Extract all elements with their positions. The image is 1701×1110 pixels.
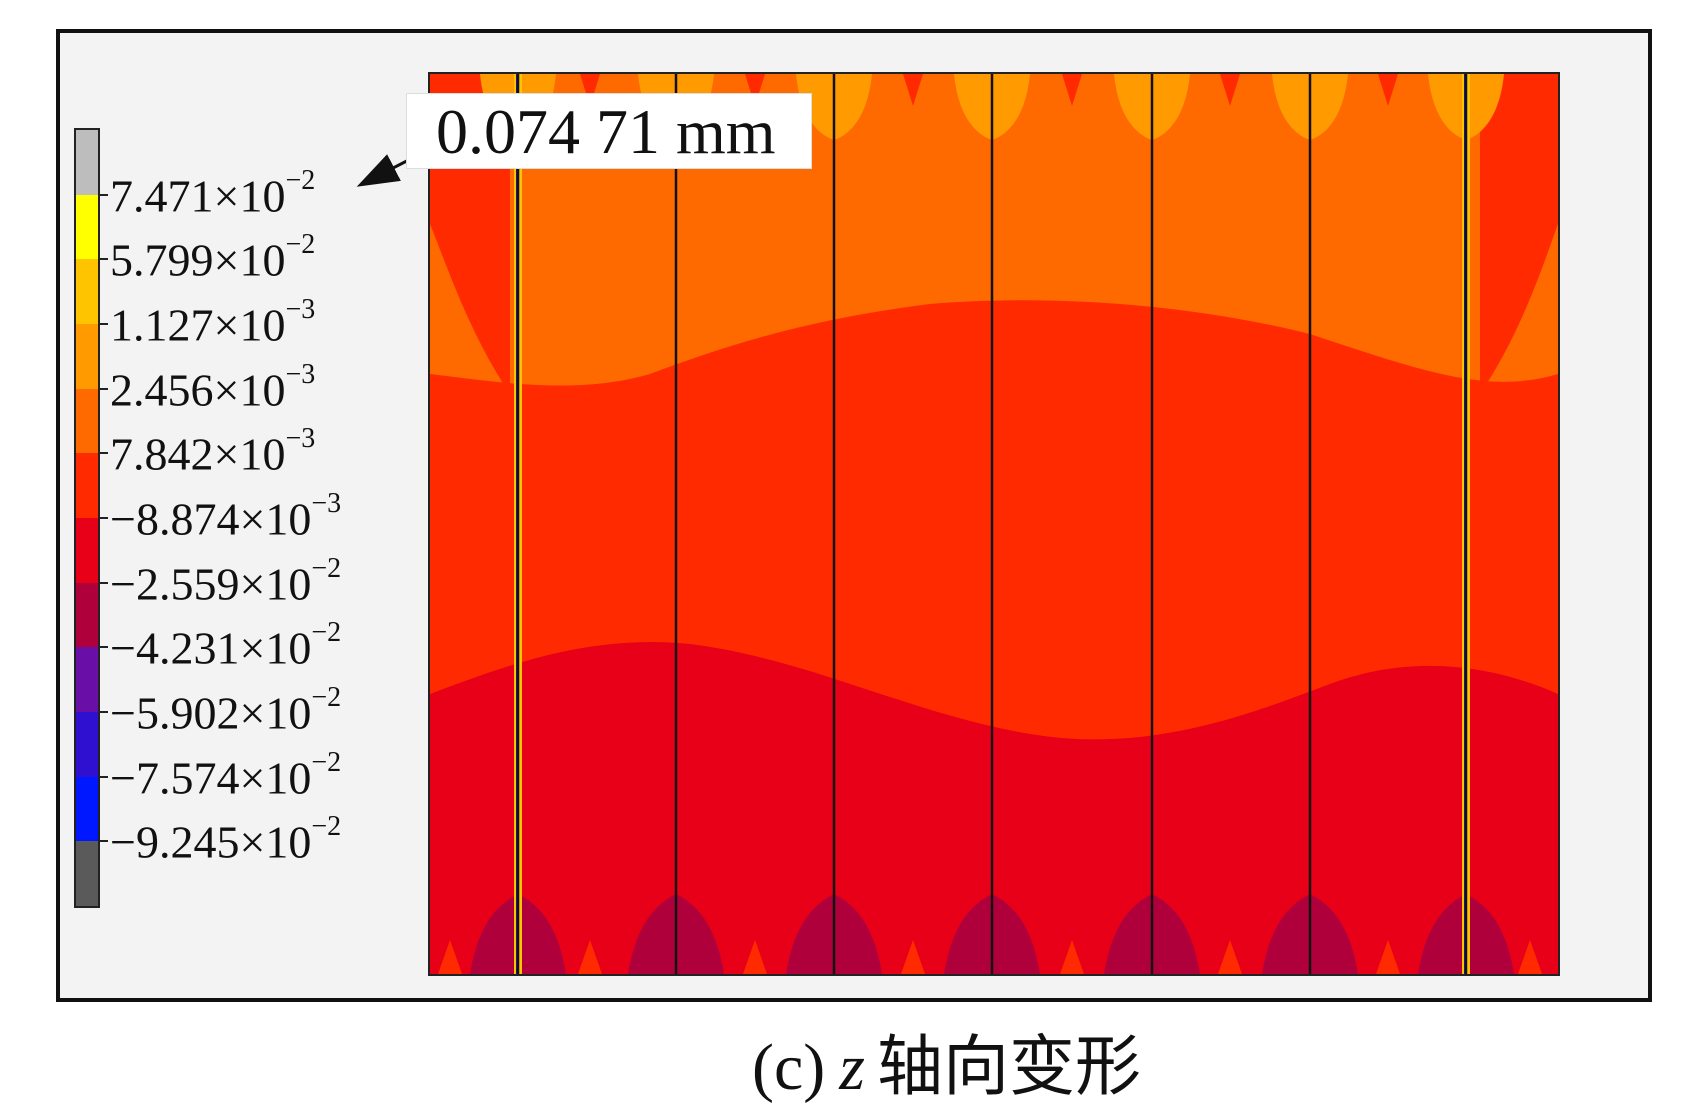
top-spike: [1378, 74, 1398, 106]
color-scale-bar: [74, 128, 100, 908]
scale-label: −9.245×10−2: [110, 811, 342, 868]
scale-label: −2.559×10−2: [110, 552, 342, 609]
scale-swatch: [76, 194, 98, 260]
scale-tick: [100, 840, 108, 843]
scale-tick: [100, 193, 108, 196]
scale-swatch: [76, 582, 98, 648]
scale-swatch: [76, 453, 98, 518]
scale-label: −4.231×10−2: [110, 617, 342, 674]
top-spike: [580, 74, 600, 106]
bottom-spike: [578, 940, 602, 974]
contour-svg: [430, 74, 1558, 974]
scale-tick: [100, 646, 108, 649]
top-spike: [1062, 74, 1082, 106]
scale-label: 7.842×10−3: [110, 423, 316, 480]
scale-tick: [100, 452, 108, 455]
scale-label: −8.874×10−3: [110, 488, 342, 545]
scale-tick: [100, 581, 108, 584]
scale-swatch: [76, 711, 98, 777]
scale-tick: [100, 258, 108, 261]
top-spike: [745, 74, 765, 106]
region-edge-right: [1480, 74, 1558, 394]
scale-swatch: [76, 130, 98, 195]
scale-swatch: [76, 259, 98, 324]
callout-label: 0.074 71 mm: [436, 96, 776, 167]
caption-axis: z: [839, 1031, 865, 1104]
scale-swatch: [76, 517, 98, 583]
scale-swatch: [76, 323, 98, 389]
region-lower: [430, 642, 1558, 974]
bottom-spike: [1060, 940, 1084, 974]
caption-prefix: (c): [752, 1031, 826, 1104]
bottom-spike: [1218, 940, 1242, 974]
scale-swatch: [76, 647, 98, 712]
top-spike: [1520, 74, 1540, 106]
top-spike: [1220, 74, 1240, 106]
scale-tick: [100, 517, 108, 519]
top-spike: [903, 74, 923, 106]
bottom-spike: [438, 940, 462, 974]
bottom-spike: [1518, 940, 1542, 974]
caption-text: 轴向变形: [876, 1028, 1141, 1105]
callout-box: [406, 93, 812, 169]
bottom-spike: [743, 940, 767, 974]
scale-tick: [100, 775, 108, 778]
contour-plot: [428, 72, 1560, 976]
scale-label: 1.127×10−3: [110, 294, 316, 351]
scale-label: 5.799×10−2: [110, 229, 316, 286]
scale-label: 7.471×10−2: [110, 164, 316, 221]
scale-tick: [100, 387, 108, 390]
figure-caption: (c) z 轴向变形: [752, 1034, 1141, 1101]
scale-swatch: [76, 841, 98, 906]
scale-tick: [100, 323, 108, 325]
bottom-spike: [901, 940, 925, 974]
bottom-spike: [1376, 940, 1400, 974]
scale-swatch: [76, 776, 98, 842]
scale-label: 2.456×10−3: [110, 358, 316, 415]
scale-label: −7.574×10−2: [110, 746, 342, 803]
scale-label: −5.902×10−2: [110, 682, 342, 739]
scale-swatch: [76, 388, 98, 454]
scale-tick: [100, 711, 108, 713]
top-spike: [440, 74, 460, 106]
